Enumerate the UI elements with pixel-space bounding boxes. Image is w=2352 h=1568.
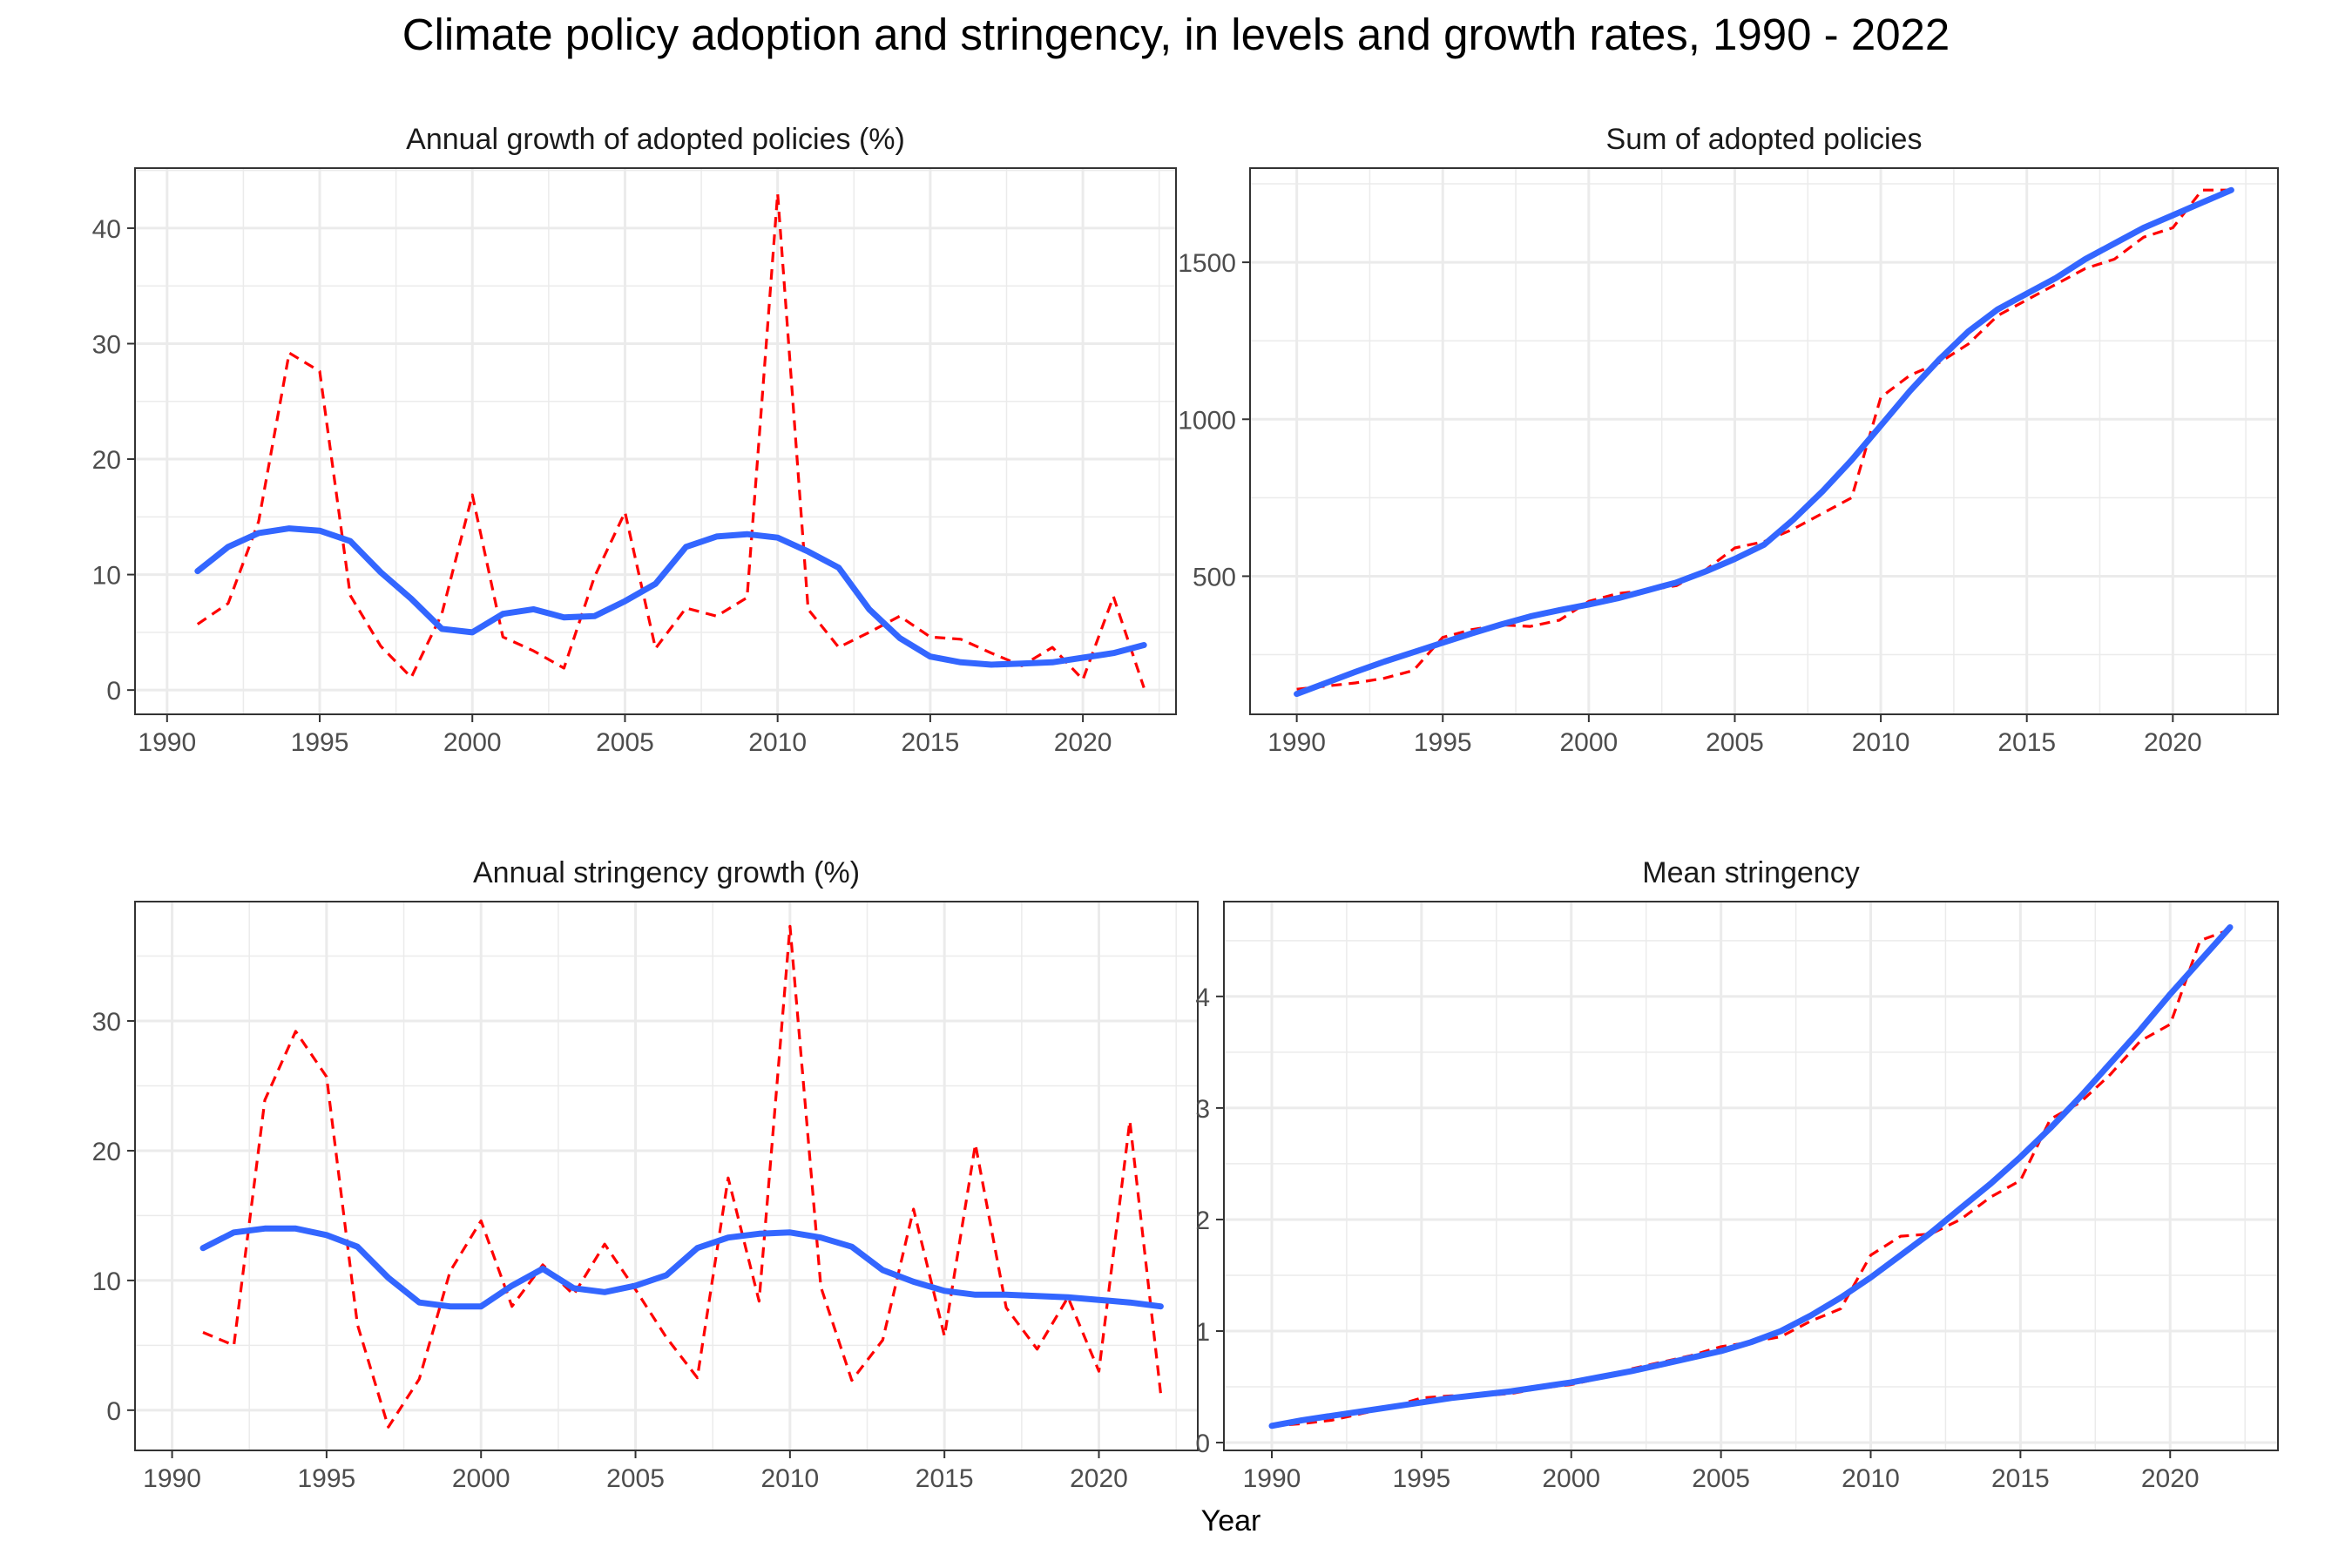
x-tick-label: 2015 [1997,728,2056,757]
x-tick-label: 2020 [1054,728,1112,757]
y-tick-label: 4 [1195,983,1210,1012]
y-tick-label: 0 [1195,1429,1210,1458]
x-tick-label: 2010 [1842,1464,1900,1493]
y-tick-label: 500 [1193,563,1236,591]
y-tick-label: 0 [106,677,121,706]
panel-2: Sum of adopted policies 1990 1995 2000 2005 2… [1178,123,2279,757]
panel-4: Mean stringency 1990 1995 2000 2005 2010 2015 2… [1195,856,2279,1493]
x-tick-label: 2005 [1706,728,1764,757]
x-tick-label: 2020 [1070,1464,1128,1493]
series-line-smoothed [199,1225,1164,1310]
x-tick-label: 1990 [143,1464,201,1493]
x-tick-label: 1995 [1414,728,1472,757]
y-tick-label: 40 [92,215,121,244]
x-tick-label: 2010 [1852,728,1910,757]
x-tick-label: 1995 [291,728,349,757]
y-tick-label: 1500 [1178,249,1236,278]
x-tick-label: 2015 [1991,1464,2050,1493]
x-tick-label: 2000 [452,1464,510,1493]
y-tick-label: 0 [106,1397,121,1426]
y-tick-label: 30 [92,1008,121,1037]
y-tick-label: 1 [1195,1318,1210,1347]
x-tick-label: 2000 [443,728,502,757]
panel-title: Mean stringency [1642,856,1859,889]
panels: Annual growth of adopted policies (%) 199… [92,123,2279,1493]
x-tick-label: 2000 [1559,728,1618,757]
series-line-observed [1271,928,2231,1428]
x-tick-label: 2010 [760,1464,819,1493]
x-tick-label: 2015 [916,1464,974,1493]
series-line-observed [196,192,1146,689]
y-tick-label: 30 [92,330,121,359]
series-line-observed [202,924,1162,1429]
series-line-observed [1296,188,2232,691]
panel-border [1249,167,2279,715]
x-tick-label: 2005 [606,1464,665,1493]
x-axis-label: Year [1201,1504,1261,1538]
y-tick-label: 10 [92,562,121,591]
y-tick-label: 20 [92,446,121,475]
series-line-smoothed [1294,186,2234,698]
x-tick-label: 1990 [1267,728,1326,757]
y-tick-label: 2 [1195,1206,1210,1235]
x-tick-label: 2020 [2141,1464,2200,1493]
figure-title: Climate policy adoption and stringency, … [402,10,1950,59]
series-line-smoothed [194,525,1147,668]
y-tick-label: 20 [92,1138,121,1166]
y-tick-label: 1000 [1178,406,1236,435]
panel-border [134,901,1199,1451]
x-tick-label: 2005 [1692,1464,1750,1493]
x-tick-label: 2000 [1542,1464,1600,1493]
y-tick-label: 3 [1195,1095,1210,1124]
x-tick-label: 1990 [1243,1464,1301,1493]
panel-title: Annual growth of adopted policies (%) [406,123,905,156]
panel-3: Annual stringency growth (%) 1990 1995 2000… [92,856,1199,1493]
panel-title: Sum of adopted policies [1606,123,1923,156]
y-tick-label: 10 [92,1267,121,1296]
series-line-smoothed [1268,924,2234,1429]
panel-1: Annual growth of adopted policies (%) 199… [92,123,1177,757]
x-tick-label: 2020 [2144,728,2202,757]
x-tick-label: 1990 [138,728,196,757]
x-tick-label: 2010 [748,728,807,757]
x-tick-label: 1995 [1393,1464,1451,1493]
panel-title: Annual stringency growth (%) [473,856,860,889]
x-tick-label: 1995 [298,1464,356,1493]
panel-border [1223,901,2279,1451]
x-tick-label: 2005 [596,728,654,757]
panel-border [134,167,1177,715]
x-tick-label: 2015 [902,728,960,757]
